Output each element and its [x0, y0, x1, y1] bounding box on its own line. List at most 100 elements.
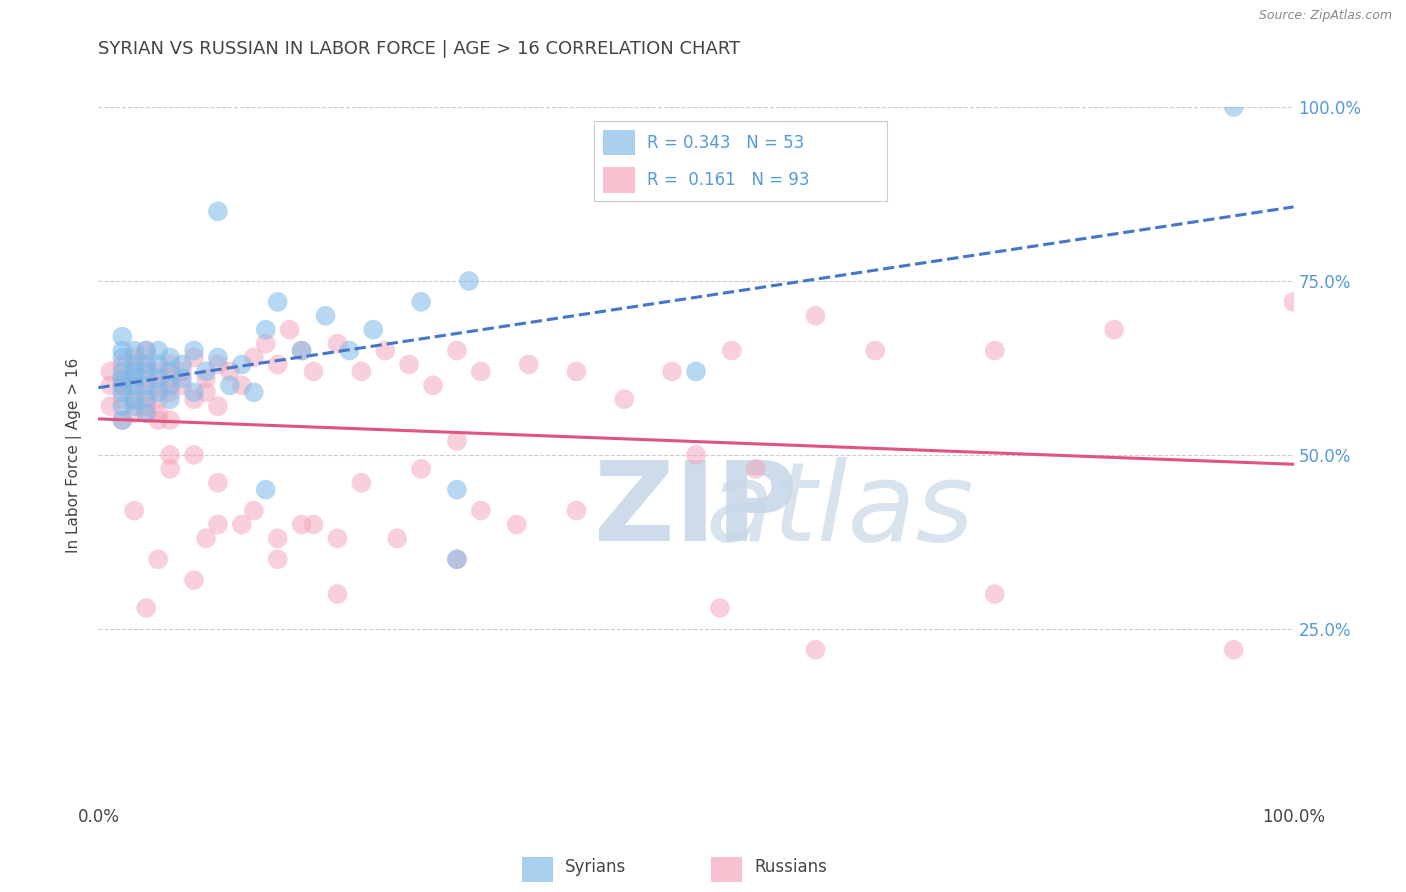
Point — [183, 351, 205, 365]
Point — [267, 532, 290, 546]
Point — [159, 462, 181, 476]
Point — [111, 371, 134, 385]
Point — [446, 434, 468, 448]
Point — [207, 358, 229, 372]
Point — [291, 343, 314, 358]
Point — [124, 364, 146, 378]
Point — [159, 358, 181, 372]
Point — [111, 329, 134, 343]
Point — [267, 552, 290, 566]
Point — [326, 336, 349, 351]
Point — [183, 343, 205, 358]
Point — [207, 517, 229, 532]
Point — [124, 392, 146, 407]
Point — [111, 413, 134, 427]
Point — [124, 351, 146, 365]
Point — [291, 343, 314, 358]
Point — [111, 385, 134, 400]
Point — [302, 517, 325, 532]
Point — [326, 587, 349, 601]
Point — [195, 385, 218, 400]
Text: atlas: atlas — [704, 457, 974, 564]
Point — [411, 294, 433, 309]
Point — [207, 399, 229, 413]
Point — [135, 399, 157, 413]
Point — [565, 364, 588, 378]
Text: ZIP: ZIP — [595, 457, 797, 564]
Point — [124, 392, 146, 407]
Point — [267, 294, 290, 309]
Point — [159, 364, 181, 378]
Point — [111, 351, 134, 365]
Point — [135, 392, 157, 407]
Point — [984, 587, 1007, 601]
Point — [243, 385, 266, 400]
Point — [374, 343, 396, 358]
Point — [326, 532, 349, 546]
Point — [111, 371, 134, 385]
Point — [865, 343, 887, 358]
Point — [135, 358, 157, 372]
Point — [446, 552, 468, 566]
Point — [231, 378, 253, 392]
Point — [446, 343, 468, 358]
Point — [219, 364, 242, 378]
Point — [183, 448, 205, 462]
Point — [506, 517, 529, 532]
Point — [111, 392, 134, 407]
Point — [231, 358, 253, 372]
Text: Syrians: Syrians — [565, 858, 627, 877]
Bar — [603, 168, 636, 193]
Text: Source: ZipAtlas.com: Source: ZipAtlas.com — [1258, 9, 1392, 22]
Point — [219, 378, 242, 392]
Point — [458, 274, 481, 288]
Point — [124, 378, 146, 392]
Point — [661, 364, 683, 378]
Point — [363, 323, 385, 337]
Point — [148, 413, 170, 427]
Point — [183, 573, 205, 587]
Point — [124, 371, 146, 385]
Point — [135, 343, 157, 358]
Point — [315, 309, 337, 323]
Point — [148, 358, 170, 372]
Point — [339, 343, 361, 358]
Point — [135, 358, 157, 372]
Point — [470, 364, 492, 378]
Point — [159, 448, 181, 462]
Point — [111, 399, 134, 413]
Point — [517, 358, 540, 372]
Point — [745, 462, 768, 476]
Point — [159, 392, 181, 407]
Point — [709, 601, 731, 615]
Point — [148, 552, 170, 566]
Point — [446, 552, 468, 566]
Point — [1223, 100, 1246, 114]
Point — [172, 364, 194, 378]
Point — [135, 378, 157, 392]
Point — [124, 406, 146, 420]
Point — [135, 406, 157, 420]
Bar — [522, 856, 554, 881]
Text: Russians: Russians — [754, 858, 827, 877]
Point — [183, 385, 205, 400]
Point — [135, 364, 157, 378]
Point — [1223, 642, 1246, 657]
Point — [984, 343, 1007, 358]
Point — [254, 483, 277, 497]
Point — [148, 343, 170, 358]
Point — [135, 343, 157, 358]
Point — [135, 371, 157, 385]
Point — [148, 364, 170, 378]
Point — [98, 399, 122, 413]
Point — [135, 601, 157, 615]
Point — [267, 358, 290, 372]
Point — [243, 351, 266, 365]
Point — [398, 358, 420, 372]
Point — [148, 371, 170, 385]
Point — [385, 532, 409, 546]
Point — [195, 364, 218, 378]
Point — [98, 378, 122, 392]
Point — [111, 413, 134, 427]
Point — [685, 364, 707, 378]
